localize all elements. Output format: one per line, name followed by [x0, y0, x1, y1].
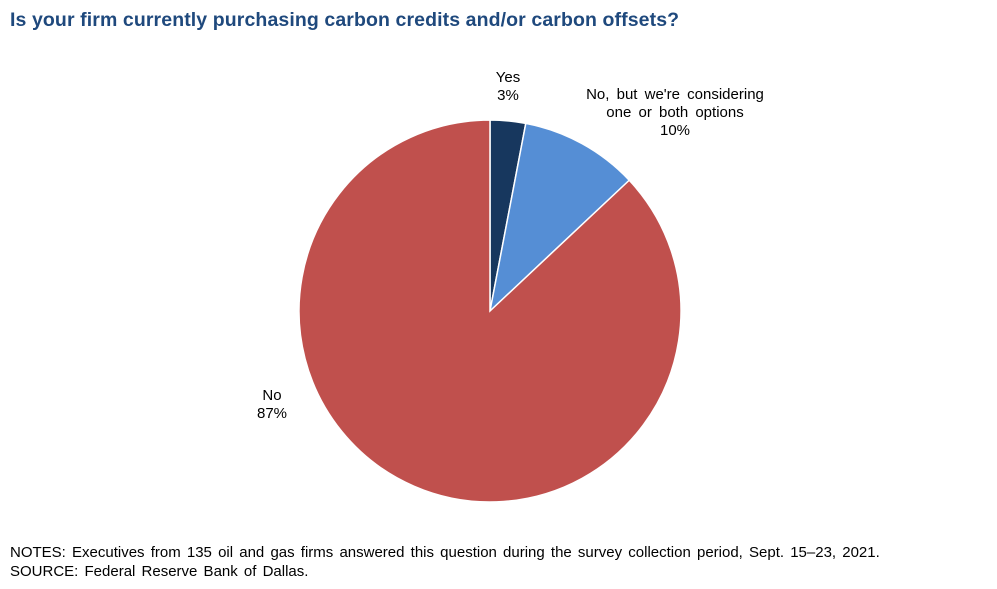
label-considering-name: No, but we're considering one or both op…: [586, 86, 764, 121]
chart-title: Is your firm currently purchasing carbon…: [10, 9, 680, 31]
label-no-name: No: [262, 387, 282, 404]
pie-slice-1: [488, 122, 631, 314]
label-considering-value: 10%: [659, 122, 691, 139]
label-yes: Yes 3%: [480, 69, 536, 105]
pie-slice-2: [298, 119, 682, 503]
label-no-value: 87%: [256, 405, 288, 422]
label-yes-name: Yes: [495, 69, 521, 86]
label-no: No 87%: [244, 387, 300, 423]
notes-text: NOTES: Executives from 135 oil and gas f…: [10, 544, 880, 561]
source-text: SOURCE: Federal Reserve Bank of Dallas.: [10, 563, 309, 580]
label-yes-value: 3%: [497, 87, 519, 104]
footnotes: NOTES: Executives from 135 oil and gas f…: [10, 543, 880, 581]
label-considering: No, but we're considering one or both op…: [578, 86, 772, 140]
